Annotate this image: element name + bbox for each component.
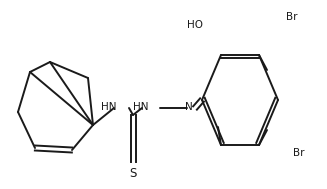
- Text: HN: HN: [101, 102, 117, 112]
- Text: Br: Br: [293, 148, 304, 158]
- Text: N: N: [185, 102, 193, 112]
- Text: HN: HN: [132, 102, 148, 112]
- Text: Br: Br: [286, 12, 298, 22]
- Text: HO: HO: [187, 20, 203, 30]
- Text: S: S: [129, 167, 137, 180]
